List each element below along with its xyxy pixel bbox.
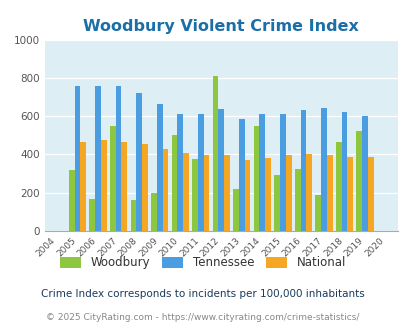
Text: Crime Index corresponds to incidents per 100,000 inhabitants: Crime Index corresponds to incidents per… — [41, 289, 364, 299]
Bar — [183, 153, 188, 231]
Bar — [212, 76, 218, 231]
Bar — [75, 85, 80, 231]
Bar — [142, 144, 147, 231]
Bar — [177, 114, 183, 231]
Bar — [224, 155, 229, 231]
Bar — [171, 135, 177, 231]
Bar — [69, 170, 75, 231]
Bar — [156, 104, 162, 231]
Bar — [203, 155, 209, 231]
Bar — [305, 154, 311, 231]
Bar — [232, 189, 238, 231]
Bar — [162, 149, 168, 231]
Bar — [253, 126, 259, 231]
Legend: Woodbury, Tennessee, National: Woodbury, Tennessee, National — [55, 252, 350, 274]
Bar — [259, 114, 264, 231]
Bar — [244, 160, 250, 231]
Bar — [367, 157, 373, 231]
Bar — [95, 85, 101, 231]
Bar — [326, 155, 332, 231]
Bar — [101, 140, 107, 231]
Bar — [274, 175, 279, 231]
Bar — [335, 142, 341, 231]
Bar — [356, 131, 361, 231]
Bar — [285, 155, 291, 231]
Bar — [315, 195, 320, 231]
Bar — [80, 142, 86, 231]
Bar — [347, 157, 352, 231]
Bar — [89, 199, 95, 231]
Bar — [279, 114, 285, 231]
Bar — [115, 86, 121, 231]
Bar — [300, 111, 305, 231]
Bar — [130, 200, 136, 231]
Text: © 2025 CityRating.com - https://www.cityrating.com/crime-statistics/: © 2025 CityRating.com - https://www.city… — [46, 313, 359, 322]
Bar — [238, 119, 244, 231]
Bar — [121, 142, 127, 231]
Bar — [151, 193, 156, 231]
Bar — [218, 109, 224, 231]
Bar — [320, 108, 326, 231]
Bar — [294, 169, 300, 231]
Bar — [264, 158, 270, 231]
Title: Woodbury Violent Crime Index: Woodbury Violent Crime Index — [83, 19, 358, 34]
Bar — [361, 116, 367, 231]
Bar — [192, 159, 197, 231]
Bar — [136, 93, 142, 231]
Bar — [110, 126, 115, 231]
Bar — [197, 114, 203, 231]
Bar — [341, 112, 347, 231]
